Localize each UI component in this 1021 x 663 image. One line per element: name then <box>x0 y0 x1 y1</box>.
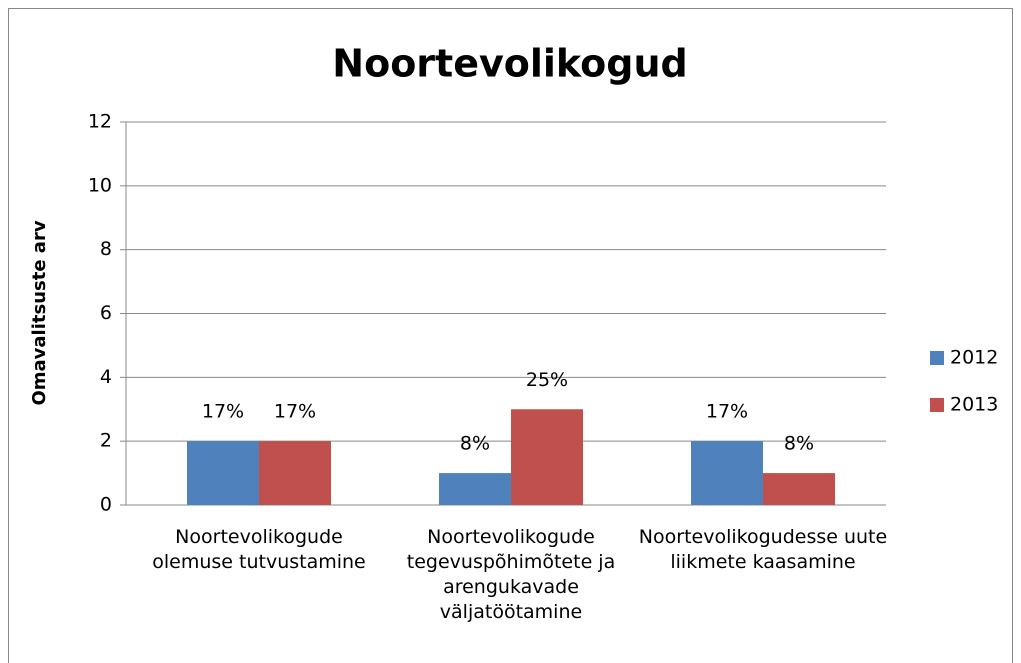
legend-swatch <box>930 398 944 412</box>
legend-label: 2012 <box>950 347 998 369</box>
y-axis-label: Omavalitsuste arv <box>29 220 50 405</box>
bar <box>511 409 583 505</box>
chart-border <box>8 8 1013 663</box>
data-label: 8% <box>460 433 490 455</box>
y-tick-label: 2 <box>100 430 112 452</box>
data-label: 25% <box>526 369 568 391</box>
bar <box>187 441 259 505</box>
bar <box>763 473 835 505</box>
bar <box>439 473 511 505</box>
x-tick-label: Noortevolikogudesse uute liikmete kaasam… <box>638 526 888 573</box>
legend-swatch <box>930 351 944 365</box>
bar <box>691 441 763 505</box>
data-label: 17% <box>202 401 244 423</box>
chart-title: Noortevolikogud <box>332 42 687 86</box>
data-label: 17% <box>706 401 748 423</box>
y-tick-label: 6 <box>100 302 112 324</box>
legend-label: 2013 <box>950 394 998 416</box>
data-label: 17% <box>274 401 316 423</box>
y-tick-label: 4 <box>100 366 112 388</box>
bar <box>259 441 331 505</box>
y-tick-label: 12 <box>88 111 112 133</box>
x-tick-label: Noortevolikogude olemuse tutvustamine <box>152 526 366 573</box>
y-tick-label: 8 <box>100 238 112 260</box>
x-tick-label: Noortevolikogude tegevuspõhimõtete ja ar… <box>406 526 616 623</box>
y-tick-label: 10 <box>88 174 112 196</box>
y-tick-label: 0 <box>100 494 112 516</box>
data-label: 8% <box>784 433 814 455</box>
